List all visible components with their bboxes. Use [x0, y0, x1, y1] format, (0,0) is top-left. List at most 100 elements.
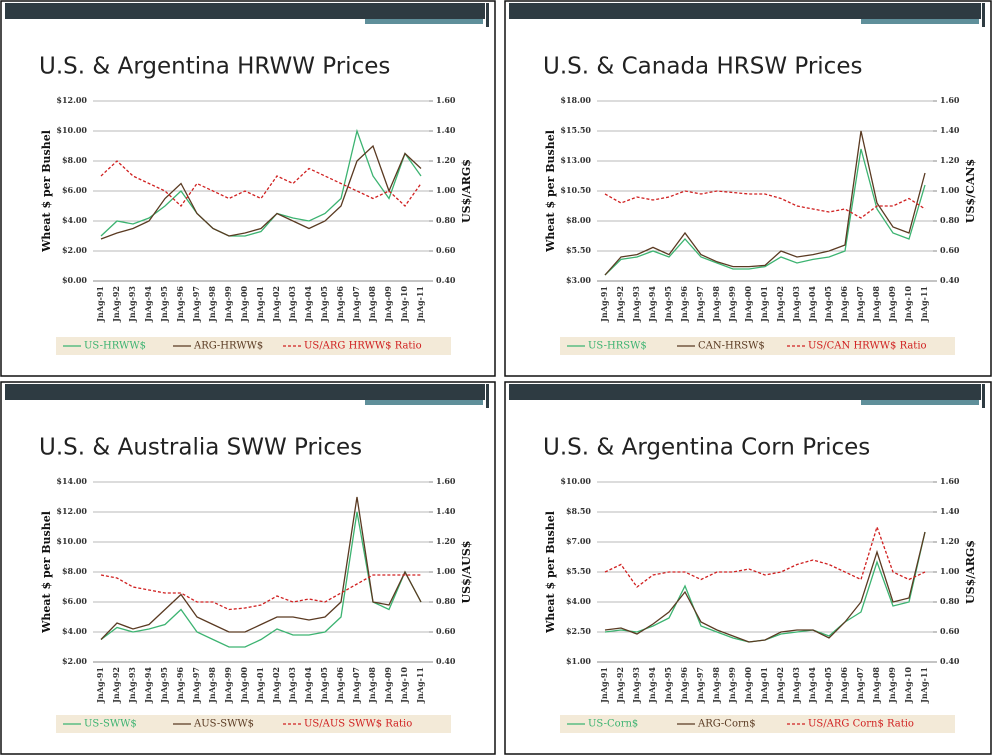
x-tick-label: JnAg-02 — [271, 286, 281, 323]
y2-tick-label: 0.60 — [940, 245, 960, 255]
x-tick-label: JnAg-10 — [903, 667, 913, 704]
y-tick-label: $6.00 — [62, 185, 87, 195]
slide-frame — [504, 381, 992, 755]
header-edge — [982, 3, 985, 27]
x-tick-label: JnAg-05 — [823, 286, 833, 323]
y-tick-label: $4.00 — [566, 596, 591, 606]
series-line — [100, 160, 422, 207]
y-axis-label: Wheat $ per Bushel — [40, 511, 53, 634]
x-tick-label: JnAg-94 — [143, 667, 153, 704]
x-tick-label: JnAg-93 — [631, 667, 641, 704]
x-tick-label: JnAg-92 — [615, 286, 625, 323]
x-tick-label: JnAg-05 — [319, 667, 329, 704]
y-tick-label: $5.50 — [566, 566, 591, 576]
y-tick-label: $8.50 — [566, 506, 591, 516]
x-tick-label: JnAg-95 — [159, 667, 169, 704]
x-tick-label: JnAg-99 — [727, 286, 737, 323]
y-tick-label: $8.00 — [566, 215, 591, 225]
x-tick-label: JnAg-05 — [823, 667, 833, 704]
x-tick-label: JnAg-99 — [727, 667, 737, 704]
legend-label: US/CAN HRWW$ Ratio — [808, 341, 927, 352]
series-line — [100, 144, 422, 240]
y-tick-label: $12.00 — [56, 95, 87, 105]
x-tick-label: JnAg-00 — [743, 667, 753, 704]
y2-tick-label: 0.60 — [940, 626, 960, 636]
x-tick-label: JnAg-06 — [839, 667, 849, 704]
x-tick-label: JnAg-99 — [223, 286, 233, 323]
y-tick-label: $4.00 — [62, 215, 87, 225]
x-tick-label: JnAg-09 — [887, 667, 897, 704]
y2-tick-label: 1.00 — [940, 185, 960, 195]
y-tick-label: $7.00 — [566, 536, 591, 546]
y2-tick-label: 1.00 — [940, 566, 960, 576]
x-tick-label: JnAg-00 — [239, 667, 249, 704]
y-tick-label: $12.00 — [56, 506, 87, 516]
y2-axis-label: US$/CAN$ — [964, 159, 977, 223]
series-line — [604, 531, 926, 643]
x-tick-label: JnAg-02 — [775, 667, 785, 704]
x-tick-label: JnAg-91 — [599, 286, 609, 323]
y2-tick-label: 1.40 — [940, 506, 960, 516]
y2-tick-label: 1.00 — [436, 185, 456, 195]
y2-tick-label: 1.40 — [436, 125, 456, 135]
x-tick-label: JnAg-07 — [351, 667, 361, 704]
y-tick-label: $13.00 — [560, 155, 591, 165]
x-tick-label: JnAg-01 — [759, 667, 769, 704]
x-tick-label: JnAg-00 — [239, 286, 249, 323]
chart-title: U.S. & Australia SWW Prices — [39, 435, 362, 461]
legend-box — [560, 715, 955, 733]
x-tick-label: JnAg-96 — [679, 667, 689, 704]
x-tick-label: JnAg-99 — [223, 667, 233, 704]
y2-tick-label: 0.40 — [436, 275, 456, 285]
x-tick-label: JnAg-11 — [415, 667, 425, 704]
x-tick-label: JnAg-04 — [807, 286, 817, 323]
chart-title: U.S. & Argentina HRWW Prices — [39, 54, 390, 80]
x-tick-label: JnAg-94 — [143, 286, 153, 323]
y2-tick-label: 0.80 — [940, 215, 960, 225]
x-tick-label: JnAg-92 — [111, 667, 121, 704]
x-tick-label: JnAg-03 — [287, 667, 297, 704]
x-tick-label: JnAg-97 — [191, 667, 201, 704]
header-bar — [5, 384, 485, 400]
legend-label: US-Corn$ — [588, 719, 638, 730]
y2-tick-label: 1.20 — [940, 536, 960, 546]
x-tick-label: JnAg-92 — [111, 286, 121, 323]
y2-axis-label: US$/AUS$ — [460, 541, 473, 604]
x-tick-label: JnAg-94 — [647, 286, 657, 323]
x-tick-label: JnAg-03 — [287, 286, 297, 323]
y-tick-label: $10.00 — [56, 125, 87, 135]
x-tick-label: JnAg-03 — [791, 286, 801, 323]
x-tick-label: JnAg-09 — [887, 286, 897, 323]
series-line — [604, 130, 926, 276]
y-tick-label: $2.50 — [566, 626, 591, 636]
x-tick-label: JnAg-92 — [615, 667, 625, 704]
series-line — [604, 524, 926, 588]
legend-label: US/ARG HRWW$ Ratio — [304, 341, 422, 352]
y2-tick-label: 0.60 — [436, 626, 456, 636]
legend-label: AUS-SWW$ — [193, 719, 254, 730]
y-tick-label: $1.00 — [566, 656, 591, 666]
x-tick-label: JnAg-95 — [663, 286, 673, 323]
header-edge — [486, 3, 489, 27]
x-tick-label: JnAg-02 — [775, 286, 785, 323]
y2-tick-label: 1.00 — [436, 566, 456, 576]
chart-title: U.S. & Canada HRSW Prices — [543, 54, 862, 80]
x-tick-label: JnAg-10 — [399, 286, 409, 323]
x-tick-label: JnAg-01 — [759, 286, 769, 323]
x-tick-label: JnAg-11 — [919, 667, 929, 704]
y-tick-label: $18.00 — [560, 95, 591, 105]
legend-label: US/ARG Corn$ Ratio — [808, 719, 914, 730]
x-tick-label: JnAg-98 — [207, 286, 217, 323]
header-bar — [509, 384, 981, 400]
x-tick-label: JnAg-98 — [207, 667, 217, 704]
header-edge — [486, 384, 489, 408]
x-tick-label: JnAg-94 — [647, 667, 657, 704]
series-line — [100, 496, 422, 640]
y2-tick-label: 0.40 — [940, 275, 960, 285]
x-tick-label: JnAg-96 — [679, 286, 689, 323]
x-tick-label: JnAg-91 — [95, 667, 105, 704]
header-edge — [982, 384, 985, 408]
x-tick-label: JnAg-07 — [855, 667, 865, 704]
legend-label: US/AUS SWW$ Ratio — [304, 719, 412, 730]
